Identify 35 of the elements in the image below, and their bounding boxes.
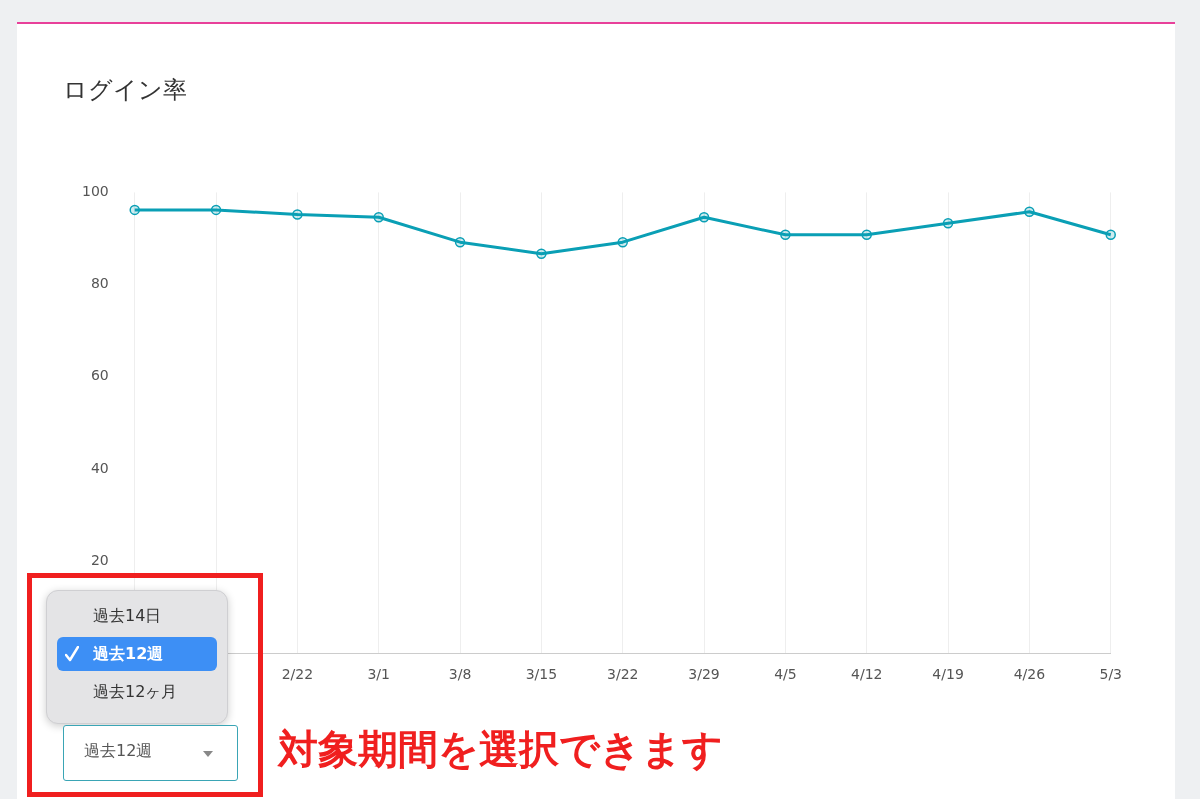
x-tick-label: 4/19 (932, 666, 964, 683)
y-tick-label: 20 (90, 551, 109, 568)
select-box: 過去12週 (63, 725, 238, 781)
point (536, 248, 547, 259)
y-tick-label: 80 (90, 275, 109, 292)
point (292, 209, 303, 220)
point (210, 204, 222, 216)
point (373, 212, 384, 223)
point (861, 229, 872, 241)
x-tick-label: 4/5 (774, 666, 797, 683)
point (1024, 206, 1035, 217)
point (454, 236, 466, 248)
text: 対象期間を選択できます (278, 725, 723, 774)
x-tick-label: 3/8 (448, 666, 472, 683)
x-tick-label: 3/1 (367, 666, 390, 683)
chart-title: ログイン率 (63, 75, 187, 106)
x-tick-label: 3/15 (525, 666, 558, 683)
x-tick-label: 4/12 (851, 666, 883, 683)
y-tick-label: 60 (90, 367, 109, 384)
x-tick-label: 5/3 (1099, 666, 1122, 683)
x-tick-label: 3/22 (607, 666, 639, 683)
x-tick-label: 2/22 (281, 666, 314, 683)
annotation: 過去14日 (93, 605, 162, 627)
point (780, 229, 791, 241)
point (698, 212, 710, 223)
x-tick-label: 3/29 (688, 666, 720, 683)
dropdown-menu: 過去14日 過去12週 過去12ヶ月 (46, 590, 228, 724)
point (1105, 229, 1116, 241)
y-tick-label: 40 (90, 459, 109, 476)
point (942, 218, 954, 229)
point (617, 236, 628, 248)
y-tick-label: 100 (81, 183, 109, 200)
point (129, 204, 140, 216)
annotation: 過去12週 (93, 643, 164, 665)
x-tick-label: 4/26 (1013, 666, 1046, 683)
